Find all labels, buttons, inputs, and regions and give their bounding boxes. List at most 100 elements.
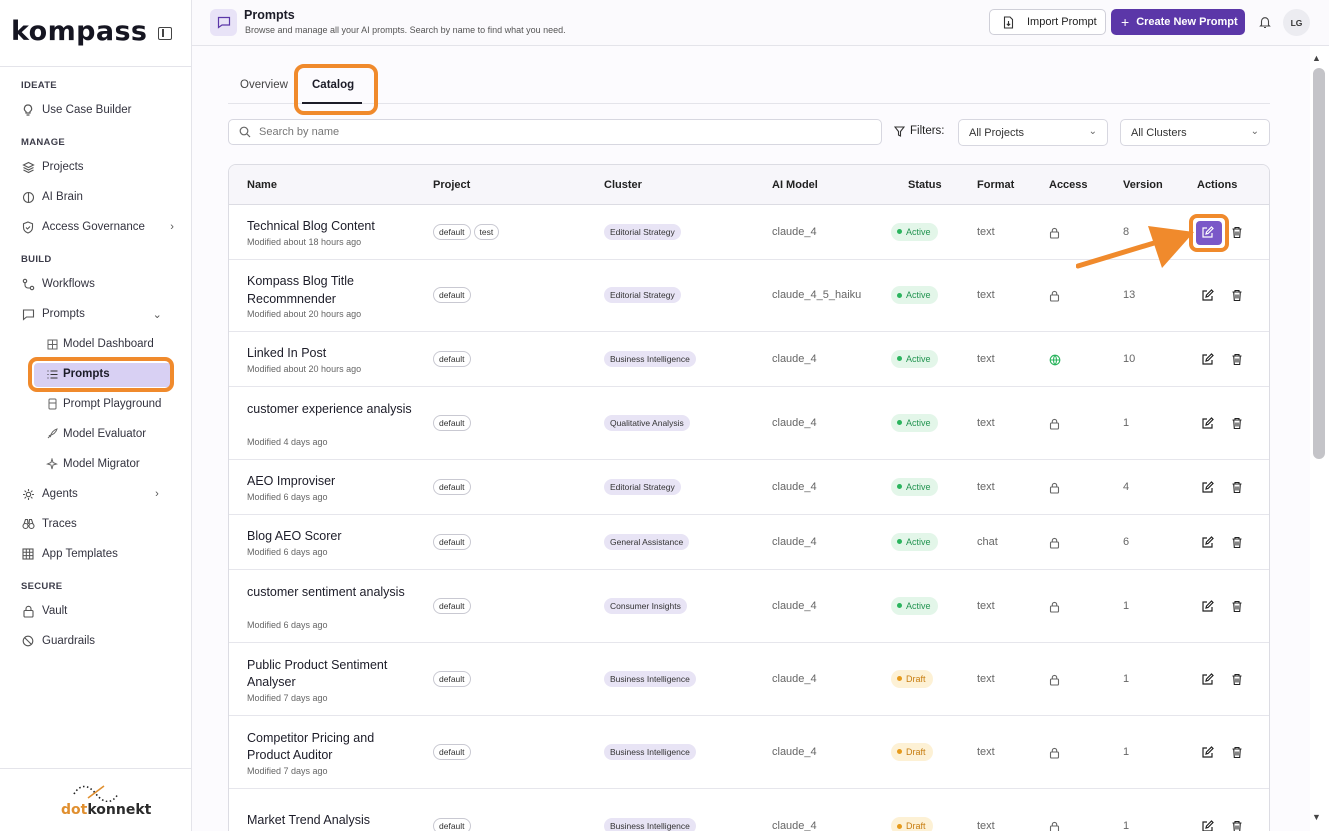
trash-icon[interactable] [1231, 481, 1245, 495]
project-filter-select[interactable]: All Projects ⌄ [958, 119, 1108, 146]
sidebar-collapse-icon[interactable] [158, 27, 172, 40]
table-row[interactable]: customer experience analysis Modified 4 d… [229, 387, 1269, 460]
edit-icon[interactable] [1201, 480, 1215, 495]
tab-bar: Overview Catalog [228, 72, 1270, 104]
status-label: Active [906, 481, 931, 492]
flask-icon [46, 398, 58, 410]
sidebar-item-model-dashboard[interactable]: Model Dashboard [46, 333, 154, 355]
col-header-status: Status [908, 179, 942, 191]
status-label: Active [906, 600, 931, 611]
sidebar-item-prompts-list[interactable]: Prompts [46, 363, 110, 385]
prompt-modified: Modified 4 days ago [247, 436, 328, 447]
cluster-badge: Editorial Strategy [604, 223, 681, 240]
prompt-name[interactable]: Technical Blog Content [247, 218, 375, 233]
annotation-highlight-box [28, 357, 174, 392]
edit-icon[interactable] [1201, 672, 1215, 687]
sidebar-item-workflows[interactable]: Workflows [21, 273, 95, 295]
trash-icon[interactable] [1231, 746, 1245, 760]
edit-icon[interactable] [1201, 599, 1215, 614]
sidebar-item-label: Projects [42, 161, 84, 173]
edit-icon[interactable] [1201, 416, 1215, 431]
table-row[interactable]: Public Product Sentiment Analyser Modifie… [229, 643, 1269, 716]
trash-icon[interactable] [1231, 353, 1245, 367]
sidebar-item-label: Agents [42, 488, 78, 500]
col-header-ai-model: AI Model [772, 179, 818, 191]
sidebar-item-agents[interactable]: Agents › [21, 483, 159, 505]
cluster-badge: General Assistance [604, 533, 690, 550]
table-row[interactable]: customer sentiment analysis Modified 6 da… [229, 570, 1269, 643]
status-dot-icon [897, 420, 902, 425]
search-input[interactable]: Search by name [228, 119, 882, 145]
sidebar-item-projects[interactable]: Projects [21, 156, 84, 178]
table-row[interactable]: Competitor Pricing and Product Auditor Mo… [229, 716, 1269, 789]
trash-icon[interactable] [1231, 673, 1245, 687]
prompt-name[interactable]: Blog AEO Scorer [247, 528, 342, 543]
import-prompt-button[interactable]: Import Prompt [989, 9, 1106, 35]
prompt-name[interactable]: customer experience analysis [247, 401, 412, 416]
version-value: 1 [1123, 672, 1130, 685]
grid-icon [21, 547, 35, 561]
trash-icon[interactable] [1231, 226, 1245, 240]
cluster-badge: Business Intelligence [604, 743, 696, 760]
sidebar-item-access-governance[interactable]: Access Governance › [21, 216, 174, 238]
scrollbar-thumb[interactable] [1313, 68, 1325, 459]
sidebar-item-app-templates[interactable]: App Templates [21, 543, 118, 565]
edit-icon[interactable] [1201, 535, 1215, 550]
tab-overview[interactable]: Overview [240, 79, 288, 91]
prompt-name[interactable]: Competitor Pricing and Product Auditor [247, 730, 375, 763]
sparkles-icon [46, 458, 58, 470]
scroll-up-arrow-icon[interactable]: ▲ [1312, 53, 1321, 63]
table-row[interactable]: Linked In Post Modified about 20 hours ag… [229, 332, 1269, 387]
sidebar-item-prompt-playground[interactable]: Prompt Playground [46, 393, 161, 415]
table-row[interactable]: Technical Blog Content Modified about 18 … [229, 205, 1269, 260]
prompt-name[interactable]: AEO Improviser [247, 473, 336, 488]
status-badge: Active [891, 286, 938, 304]
sidebar-item-guardrails[interactable]: Guardrails [21, 630, 95, 652]
trash-icon[interactable] [1231, 289, 1245, 303]
status-label: Active [906, 290, 931, 300]
table-row[interactable]: Kompass Blog Title Recommnender Modified … [229, 260, 1269, 332]
sidebar-item-model-migrator[interactable]: Model Migrator [46, 453, 140, 475]
sidebar-item-vault[interactable]: Vault [21, 600, 67, 622]
sidebar-item-prompts[interactable]: Prompts ⌄ [21, 303, 162, 325]
format-value: text [977, 599, 995, 612]
prompt-name[interactable]: Market Trend Analysis [247, 813, 370, 827]
trash-icon[interactable] [1231, 600, 1245, 614]
edit-icon[interactable] [1201, 745, 1215, 760]
create-new-prompt-button[interactable]: + Create New Prompt [1111, 9, 1245, 35]
cluster-badge: Qualitative Analysis [604, 414, 690, 431]
page-subtitle: Browse and manage all your AI prompts. S… [245, 25, 566, 35]
tab-catalog[interactable]: Catalog [312, 79, 355, 91]
cluster-filter-select[interactable]: All Clusters ⌄ [1120, 119, 1270, 146]
trash-icon[interactable] [1231, 417, 1245, 431]
prompt-name[interactable]: Kompass Blog Title Recommnender [247, 274, 354, 306]
trash-icon[interactable] [1231, 536, 1245, 550]
table-row[interactable]: Market Trend AnalysisModified 7 days ago… [229, 789, 1269, 831]
format-value: text [977, 480, 995, 493]
sidebar-item-model-evaluator[interactable]: Model Evaluator [46, 423, 146, 445]
sidebar-item-label: Use Case Builder [42, 104, 132, 116]
create-prompt-label: Create New Prompt [1136, 16, 1238, 28]
status-dot-icon [897, 356, 902, 361]
sidebar-item-label: AI Brain [42, 191, 83, 203]
user-avatar[interactable]: LG [1283, 9, 1310, 36]
section-build: BUILD [21, 254, 52, 265]
sidebar-item-traces[interactable]: Traces [21, 513, 77, 535]
sidebar-item-use-case-builder[interactable]: Use Case Builder [21, 99, 131, 121]
sidebar-item-ai-brain[interactable]: AI Brain [21, 186, 83, 208]
prompt-name[interactable]: customer sentiment analysis [247, 584, 405, 599]
table-row[interactable]: Blog AEO Scorer Modified 6 days ago defaul… [229, 515, 1269, 570]
edit-icon[interactable] [1201, 352, 1215, 367]
edit-icon[interactable] [1201, 225, 1215, 240]
status-label: Active [906, 353, 931, 364]
scroll-down-arrow-icon[interactable]: ▼ [1312, 812, 1321, 822]
prompt-name[interactable]: Public Product Sentiment Analyser [247, 657, 388, 690]
prompt-name[interactable]: Linked In Post [247, 345, 327, 360]
edit-icon[interactable] [1201, 820, 1215, 831]
bell-icon[interactable] [1258, 15, 1272, 29]
edit-icon[interactable] [1201, 289, 1215, 303]
project-tag: test [473, 223, 500, 240]
table-row[interactable]: AEO Improviser Modified 6 days ago default… [229, 460, 1269, 515]
col-header-actions: Actions [1197, 179, 1238, 191]
trash-icon[interactable] [1231, 820, 1245, 831]
